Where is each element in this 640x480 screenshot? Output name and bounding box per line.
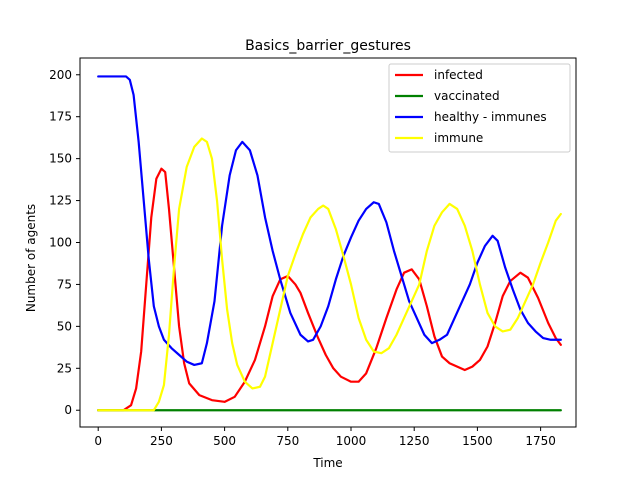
x-tick-label: 1500: [462, 434, 493, 448]
x-tick-label: 0: [94, 434, 102, 448]
series-line-immune: [97, 137, 562, 412]
legend-entry-label: immune: [434, 131, 483, 145]
x-tick-label: 500: [213, 434, 236, 448]
x-axis-label: Time: [312, 456, 342, 470]
y-tick-label: 0: [64, 403, 72, 417]
legend-entry-label: infected: [434, 68, 483, 82]
legend-entry-label: vaccinated: [434, 89, 500, 103]
legend-box: [388, 63, 571, 153]
axis-ticks: 0 250 500 750 1000 1250 1500 1750 0 25 50 75 100 125 1…: [49, 68, 556, 448]
y-tick-label: 75: [57, 277, 72, 291]
y-tick-label: 25: [57, 361, 72, 375]
legend: infected vaccinated healthy - immunes immun…: [388, 63, 571, 153]
x-tick-label: 1000: [336, 434, 367, 448]
legend-entry-label: healthy - immunes: [434, 110, 547, 124]
y-tick-label: 175: [49, 110, 72, 124]
series-line-healthy-immunes: [97, 75, 562, 367]
chart-title: Basics_barrier_gestures: [245, 38, 411, 54]
x-tick-label: 750: [276, 434, 299, 448]
series-line-infected: [97, 167, 562, 412]
y-tick-label: 100: [49, 236, 72, 250]
y-tick-label: 150: [49, 152, 72, 166]
y-tick-label: 200: [49, 68, 72, 82]
y-tick-label: 50: [57, 319, 72, 333]
y-axis-label: Number of agents: [24, 204, 38, 312]
y-tick-label: 125: [49, 194, 72, 208]
x-tick-label: 1250: [399, 434, 430, 448]
x-tick-label: 1750: [525, 434, 556, 448]
plot-area: [79, 57, 577, 428]
x-tick-label: 250: [150, 434, 173, 448]
